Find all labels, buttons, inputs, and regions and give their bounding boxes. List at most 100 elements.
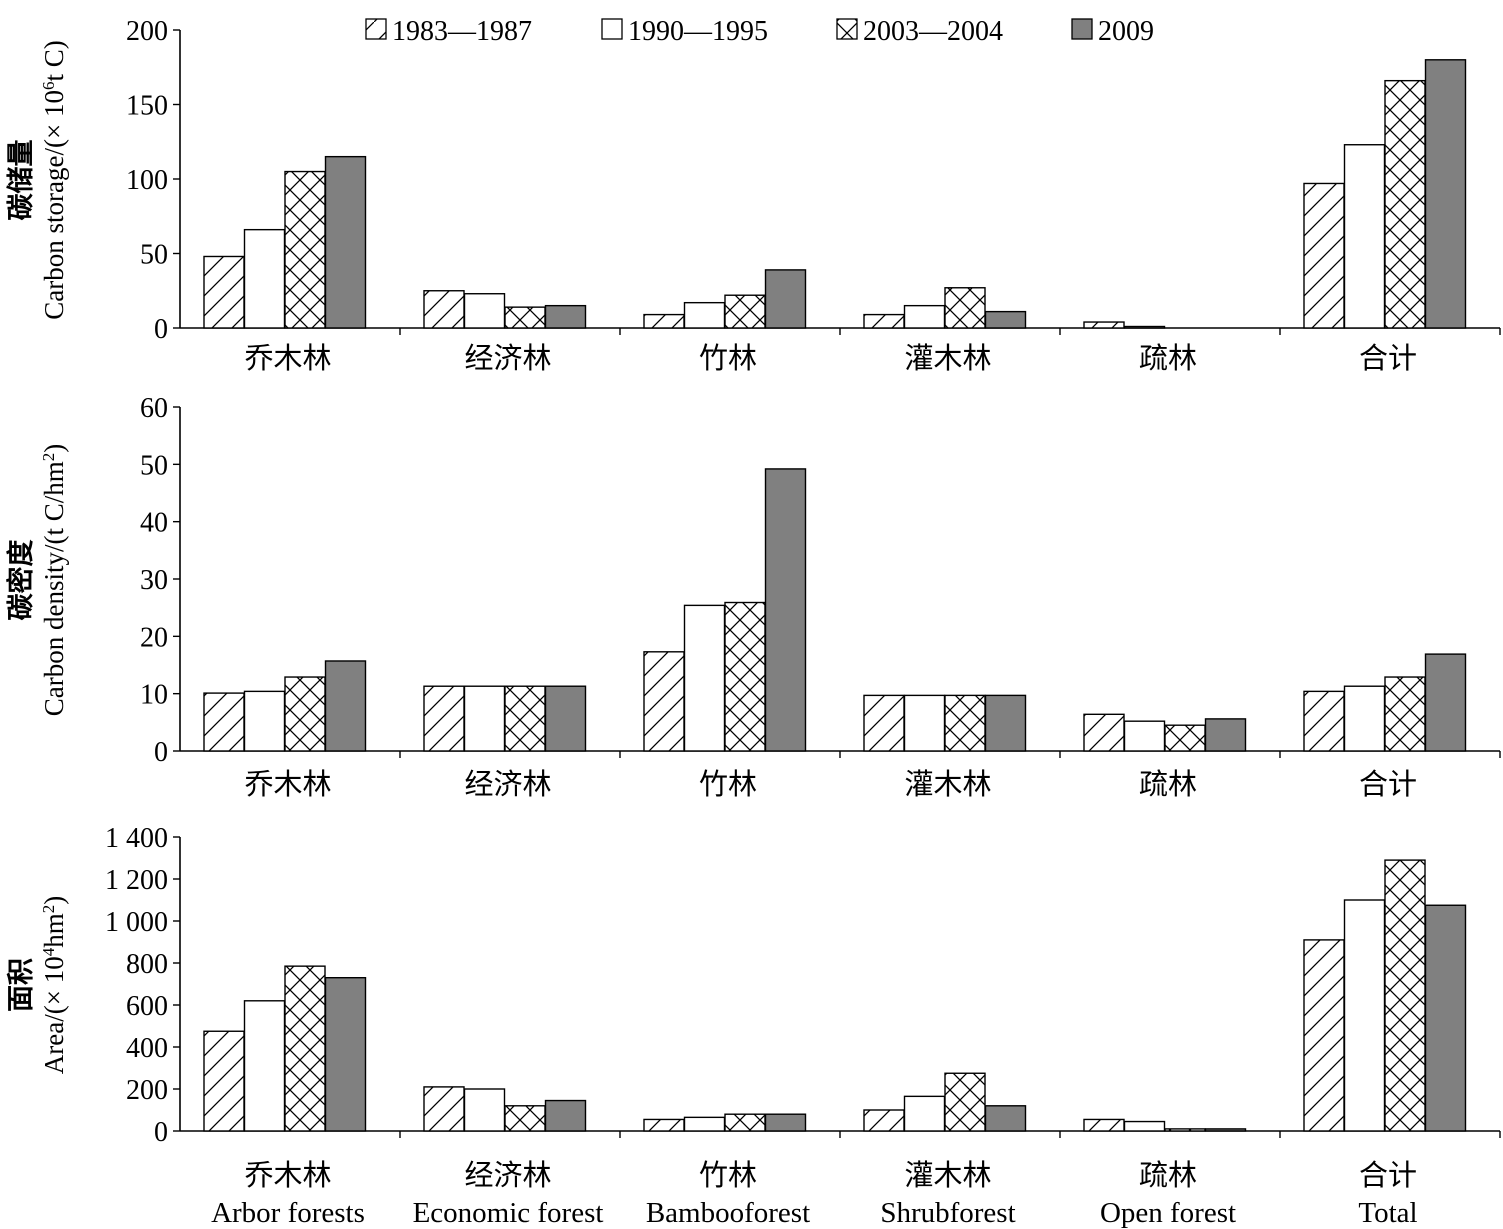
bar-2009 xyxy=(1424,653,1467,752)
y-tick-label: 0 xyxy=(154,314,168,345)
bar-2003-2004 xyxy=(1164,724,1206,752)
bar-2003-2004 xyxy=(724,1113,766,1132)
category-label: 疏林 xyxy=(1139,768,1197,801)
bar-2009 xyxy=(1424,904,1467,1132)
bar-1990-1995 xyxy=(1123,325,1166,329)
bar-1983-1987 xyxy=(203,255,245,329)
y-tick-label: 40 xyxy=(140,508,168,539)
bar-1990-1995 xyxy=(903,304,946,329)
y-tick-label: 200 xyxy=(126,16,168,47)
bar-1990-1995 xyxy=(1123,720,1166,752)
bar-1990-1995 xyxy=(683,301,726,329)
category-label: 乔木林 xyxy=(244,342,331,375)
y-tick-label: 60 xyxy=(140,393,168,424)
bar-2003-2004 xyxy=(1384,676,1426,752)
bar-1990-1995 xyxy=(243,690,286,752)
y-tick-label: 100 xyxy=(126,165,168,196)
bar-2009 xyxy=(1204,718,1247,752)
ylabel-carbon-storage: 碳储量 Carbon storage/(× 106t C) xyxy=(6,40,69,319)
y-tick-label: 150 xyxy=(126,91,168,122)
bar-1990-1995 xyxy=(1123,1120,1166,1132)
category-label: 合计 xyxy=(1359,342,1417,375)
y-tick-label: 800 xyxy=(126,949,168,980)
category-label-en: Economic forest xyxy=(413,1197,604,1229)
bar-1983-1987 xyxy=(423,1086,465,1132)
category-label: 经济林 xyxy=(464,1159,551,1192)
bar-2009 xyxy=(1204,1128,1247,1132)
bar-2009 xyxy=(324,977,367,1132)
ylabel-zh: 碳密度 xyxy=(5,540,36,621)
category-label-en: Bambooforest xyxy=(646,1197,810,1229)
y-tick-label: 600 xyxy=(126,991,168,1022)
ylabel-zh: 面积 xyxy=(6,958,36,1012)
bar-1983-1987 xyxy=(643,1118,685,1132)
category-label: 疏林 xyxy=(1139,342,1197,375)
bar-2003-2004 xyxy=(944,1072,986,1132)
y-tick-label: 20 xyxy=(140,622,168,653)
category-label: 合计 xyxy=(1359,768,1417,801)
bar-1990-1995 xyxy=(463,685,506,752)
bar-2003-2004 xyxy=(1384,79,1426,329)
category-label: 竹林 xyxy=(699,342,757,375)
bar-1983-1987 xyxy=(643,651,685,752)
bar-1983-1987 xyxy=(1303,939,1345,1132)
y-tick-label: 400 xyxy=(126,1033,168,1064)
bar-2003-2004 xyxy=(724,601,766,752)
bar-1983-1987 xyxy=(203,1030,245,1132)
bar-2009 xyxy=(324,660,367,752)
bar-2009 xyxy=(984,694,1027,752)
bar-2003-2004 xyxy=(504,1105,546,1132)
bar-1983-1987 xyxy=(1303,690,1345,752)
category-label-en: Arbor forests xyxy=(211,1197,365,1229)
bar-1983-1987 xyxy=(1083,1118,1125,1132)
bar-1983-1987 xyxy=(863,694,905,752)
legend-label-2003-2004: 2003—2004 xyxy=(863,16,1003,47)
bar-1983-1987 xyxy=(863,1109,905,1132)
bar-1990-1995 xyxy=(903,1095,946,1132)
carbon-storage-panel: 0 50 100 150 200 乔木林 经济林 竹林 灌木林 疏林 合计 xyxy=(126,16,1501,375)
legend-swatch-2003-2004 xyxy=(836,18,858,40)
y-tick-label: 200 xyxy=(126,1075,168,1106)
y-tick-label: 1 000 xyxy=(105,907,168,938)
legend: 1983—1987 1990—1995 2003—2004 2009 xyxy=(365,16,1154,47)
legend-label-1983-1987: 1983—1987 xyxy=(392,16,532,47)
category-label: 灌木林 xyxy=(904,342,991,375)
legend-swatch-1990-1995 xyxy=(601,18,623,40)
category-label-en: Total xyxy=(1358,1197,1417,1229)
category-label: 经济林 xyxy=(464,342,551,375)
bar-2009 xyxy=(544,685,587,752)
y-tick-label: 10 xyxy=(140,680,168,711)
category-label-en: Open forest xyxy=(1100,1197,1236,1229)
bar-2003-2004 xyxy=(504,306,546,329)
bar-1990-1995 xyxy=(463,293,506,329)
ylabel-area: 面积 Area/(× 104hm2) xyxy=(6,896,69,1074)
bar-1990-1995 xyxy=(1343,899,1386,1132)
y-tick-label: 0 xyxy=(154,737,168,768)
bar-1983-1987 xyxy=(1083,713,1125,752)
category-label: 乔木林 xyxy=(244,1159,331,1192)
category-label: 灌木林 xyxy=(904,1159,991,1192)
bar-1990-1995 xyxy=(463,1088,506,1132)
category-label: 灌木林 xyxy=(904,768,991,801)
category-label: 乔木林 xyxy=(244,768,331,801)
bar-1990-1995 xyxy=(243,228,286,329)
y-tick-label: 1 400 xyxy=(105,823,168,854)
bar-2003-2004 xyxy=(724,294,766,329)
ylabel-en: Area/(× 104hm2) xyxy=(39,896,69,1074)
ylabel-en: Carbon storage/(× 106t C) xyxy=(39,40,69,319)
bar-1983-1987 xyxy=(643,313,685,329)
legend-swatch-2009 xyxy=(1071,18,1093,40)
bar-1990-1995 xyxy=(683,604,726,752)
bar-1990-1995 xyxy=(1343,685,1386,752)
bar-2003-2004 xyxy=(284,965,326,1132)
ylabel-zh: 碳储量 xyxy=(6,140,36,221)
bar-2009 xyxy=(984,310,1027,329)
bar-1983-1987 xyxy=(203,692,245,752)
bar-2009 xyxy=(1424,59,1467,329)
y-tick-label: 50 xyxy=(140,240,168,271)
y-tick-label: 1 200 xyxy=(105,865,168,896)
y-tick-label: 30 xyxy=(140,565,168,596)
bar-1990-1995 xyxy=(243,1000,286,1132)
bar-1983-1987 xyxy=(863,313,905,329)
